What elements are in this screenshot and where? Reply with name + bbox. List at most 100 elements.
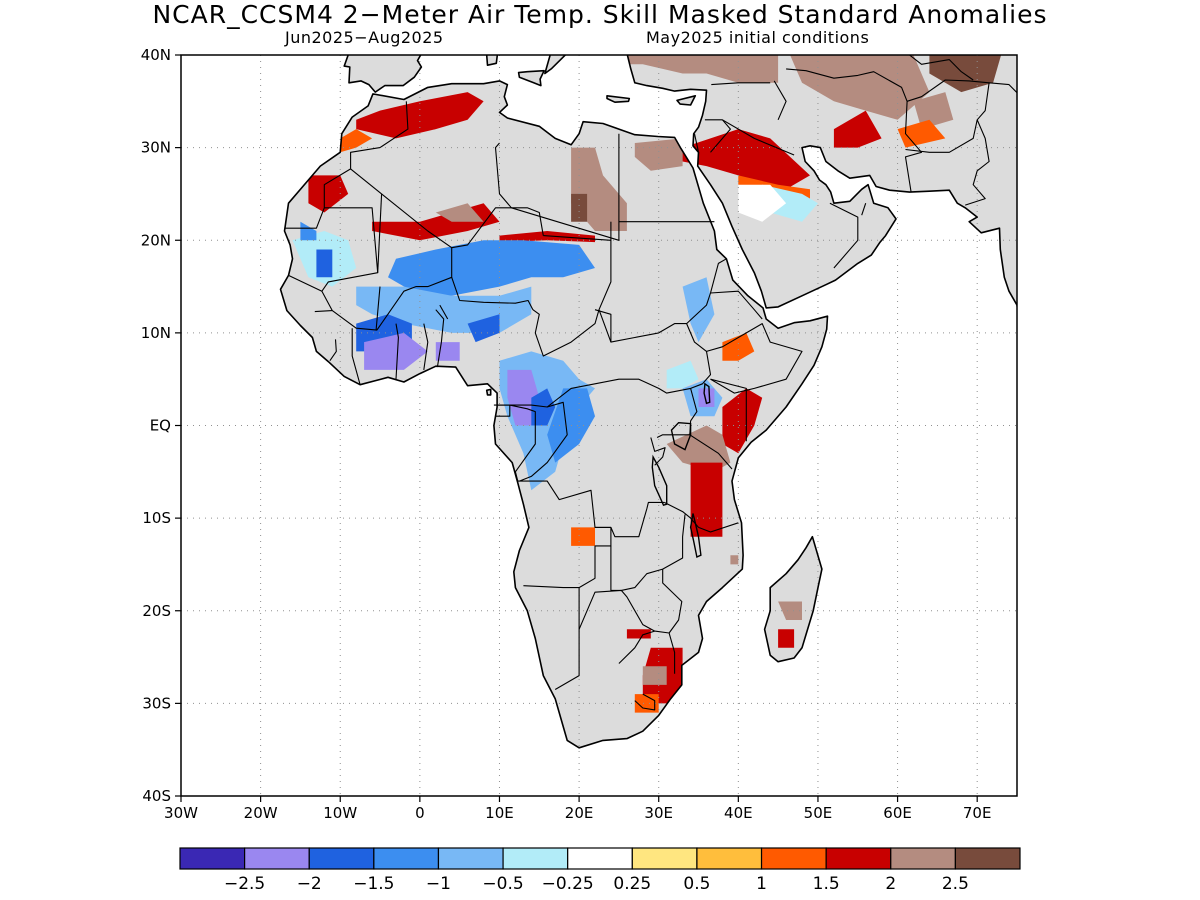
anomaly-patch [778,629,795,648]
anomaly-patch [690,462,723,537]
initial-conditions-subtitle: May2025 initial conditions [646,28,870,47]
country-border [595,501,665,538]
country-border [989,82,1017,94]
coastline [626,55,1017,311]
country-border [493,404,511,417]
anomaly-patch [666,425,731,472]
country-border [439,304,449,320]
anomaly-patch [571,527,595,546]
lat-tick-label: 10S [142,509,171,527]
country-border [578,589,676,674]
season-subtitle: Jun2025−Aug2025 [285,28,444,47]
colorbar-label: −2 [297,874,322,894]
lon-tick-label: 30W [164,804,198,822]
country-border [423,323,429,370]
country-border [706,323,803,394]
anomaly-patch [722,388,763,454]
coastline [606,95,631,103]
colorbar-swatch [954,847,1021,870]
lon-tick-label: 20W [244,804,278,822]
country-border [435,309,445,368]
lon-tick-label: 60E [883,804,912,822]
graticule [181,55,1017,796]
country-border [829,202,859,269]
colorbar-label: 0.5 [683,874,710,894]
anomaly-patch [778,601,802,620]
country-border [509,404,536,482]
anomaly-patch [897,119,946,148]
country-border [350,101,409,169]
country-border [905,79,990,153]
country-border [656,434,690,438]
lake-outline [703,382,711,405]
colorbar-swatch [567,847,633,870]
anomaly-patch [634,694,659,713]
country-border [908,55,974,81]
country-border [321,247,453,331]
colorbar-label: 1 [756,874,767,894]
colorbar-swatch [244,847,310,870]
anomaly-patch [682,129,810,194]
country-border [314,310,333,313]
anomaly-patch [730,555,739,565]
anomaly-patch [364,332,428,370]
anomaly-patch [435,342,460,361]
coastline [517,69,545,87]
map-title: NCAR_CCSM4 2−Meter Air Temp. Skill Maske… [152,0,1048,29]
country-border [395,323,399,380]
colorbar-label: 2 [885,874,896,894]
country-border [351,328,361,385]
colorbar-swatch [179,847,246,870]
colorbar-label: −0.5 [482,874,523,894]
lon-tick-label: 0 [415,804,425,822]
lon-tick-label: 10W [323,804,357,822]
anomaly-patch [571,193,588,222]
coastline [485,55,499,66]
colorbar-label: 2.5 [942,874,969,894]
lon-tick-label: 40E [724,804,753,822]
coastline [676,95,697,106]
coastlines [279,55,1017,749]
colorbar-swatch [696,847,763,870]
country-border [375,286,381,331]
country-border [511,133,620,241]
anomaly-patch [626,629,651,639]
country-border [861,203,867,216]
lat-tick-label: 20S [142,602,171,620]
colorbar-swatch [631,847,698,870]
country-border [288,207,379,292]
country-border [594,309,612,343]
colorbar-swatch [760,847,827,870]
coastline [343,55,567,93]
country-border [698,522,739,533]
anomaly-patch [300,221,317,241]
country-border [662,569,683,634]
colorbar-swatch [308,847,375,870]
country-border [554,587,580,690]
country-border [693,133,700,153]
lat-tick-label: 20N [141,231,171,249]
country-border [532,235,612,357]
anomaly-patch [308,175,349,213]
colorbar-label: 0.25 [613,874,651,894]
colorbar-label: −0.25 [542,874,594,894]
country-border [517,480,612,589]
anomaly-patch [722,332,755,361]
lon-tick-label: 10E [485,804,514,822]
anomaly-patch [634,138,683,171]
lake-outline [651,454,668,507]
country-border [711,82,771,86]
country-border [965,119,990,206]
coastline [485,388,492,396]
lon-tick-label: 30E [644,804,673,822]
colorbar-swatch [890,847,956,870]
colorbar-label: −2.5 [224,874,265,894]
country-border [519,401,568,482]
country-border [664,501,699,528]
lake-outline [689,513,702,558]
anomaly-patch [499,231,595,243]
lat-tick-label: 30S [142,694,171,712]
anomaly-patch [698,388,715,407]
